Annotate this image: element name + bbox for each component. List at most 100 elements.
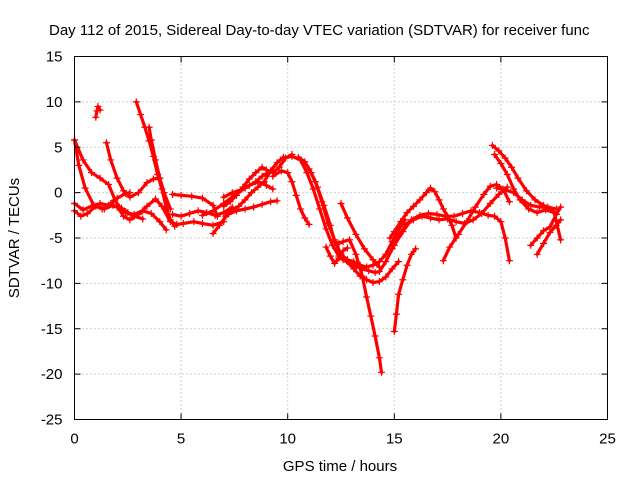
series-arc-2 (71, 136, 134, 213)
data-point (552, 221, 560, 229)
series-arc-17 (269, 167, 313, 228)
data-point (371, 268, 379, 276)
data-point (501, 186, 509, 194)
y-tick-label: -20 (41, 366, 63, 383)
data-point (501, 234, 509, 242)
data-series (71, 98, 565, 376)
data-point (252, 169, 260, 177)
data-point (233, 207, 241, 215)
data-point (480, 190, 488, 198)
data-point (250, 203, 258, 211)
data-point (422, 189, 430, 197)
y-tick-label: -5 (49, 230, 62, 247)
data-point (305, 220, 313, 228)
data-point (79, 206, 87, 214)
data-point (147, 209, 155, 217)
data-point (484, 211, 492, 219)
data-point (277, 167, 285, 175)
data-point (120, 187, 128, 195)
data-point (147, 136, 155, 144)
y-tick-label: 15 (46, 49, 63, 66)
data-point (557, 236, 565, 244)
data-point (88, 169, 96, 177)
data-point (382, 258, 390, 266)
data-point (122, 208, 130, 216)
data-point (416, 196, 424, 204)
data-point (134, 189, 142, 197)
data-point (360, 245, 368, 253)
data-point (275, 163, 283, 171)
data-point (149, 175, 157, 183)
series-arc-22 (335, 236, 386, 376)
series-arc-12 (209, 153, 287, 237)
series-track (529, 205, 563, 247)
data-point (371, 332, 379, 340)
data-point (469, 216, 477, 224)
data-point (493, 184, 501, 192)
data-point (337, 200, 345, 208)
data-point (339, 247, 347, 255)
data-point (343, 258, 351, 266)
data-point (501, 154, 509, 162)
data-point (322, 243, 330, 251)
data-point (546, 229, 554, 237)
axis-ticks: 0 5 10 15 20 25 -25 -20 -15 -10 -5 0 5 10 15 (41, 49, 616, 448)
data-point (247, 189, 255, 197)
data-point (162, 226, 170, 234)
data-point (137, 111, 145, 119)
data-point (335, 254, 343, 262)
data-point (245, 175, 253, 183)
series-track (339, 201, 381, 269)
data-point (403, 261, 411, 269)
data-point (478, 209, 486, 217)
data-point (120, 212, 128, 220)
data-point (540, 227, 548, 235)
series-arc-26 (390, 207, 513, 265)
data-point (177, 191, 185, 199)
y-tick-label: -25 (41, 412, 63, 429)
data-point (177, 212, 185, 220)
data-point (533, 209, 541, 217)
data-point (269, 185, 277, 193)
data-point (215, 221, 223, 229)
data-point (395, 258, 403, 266)
series-arc-9 (145, 123, 174, 213)
data-point (273, 159, 281, 167)
data-point (188, 192, 196, 200)
data-point (331, 236, 339, 244)
data-point (209, 221, 217, 229)
data-point (179, 219, 187, 227)
data-point (294, 153, 302, 161)
data-point (169, 190, 177, 198)
data-point (395, 290, 403, 298)
data-point (352, 230, 360, 238)
data-point (471, 203, 479, 211)
data-point (273, 197, 281, 205)
data-point (527, 201, 535, 209)
data-point (375, 354, 383, 362)
data-point (508, 163, 516, 171)
data-point (363, 293, 371, 301)
data-point (288, 152, 296, 160)
x-tick-label: 15 (386, 431, 403, 448)
data-point (241, 196, 249, 204)
series-arc-33 (533, 216, 565, 258)
chart-title: Day 112 of 2015, Sidereal Day-to-day VTE… (49, 22, 590, 39)
data-point (427, 214, 435, 222)
data-point (459, 209, 467, 217)
data-point (399, 276, 407, 284)
data-point (156, 174, 164, 182)
data-point (190, 218, 198, 226)
series-arc-24 (390, 245, 420, 335)
data-point (322, 225, 330, 233)
data-point (350, 265, 358, 273)
data-point (209, 207, 217, 215)
data-point (92, 113, 100, 121)
data-point (269, 166, 277, 174)
data-point (463, 218, 471, 226)
data-point (439, 205, 447, 213)
series-track (492, 152, 563, 242)
data-point (258, 163, 266, 171)
data-point (152, 195, 160, 203)
data-point (169, 210, 177, 218)
